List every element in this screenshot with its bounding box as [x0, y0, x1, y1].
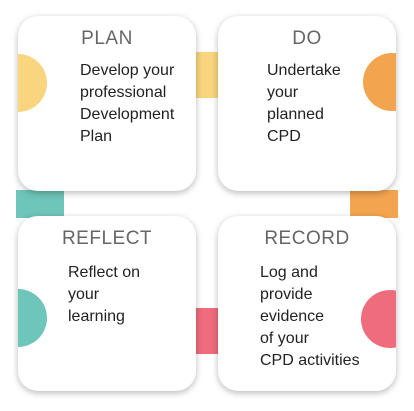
do-line: your [267, 84, 299, 101]
do-line: CPD [267, 128, 301, 145]
reflect-description: Reflect on your learning [68, 262, 178, 328]
record-line: Log and [260, 264, 318, 281]
reflect-card: REFLECT Reflect on your learning [18, 216, 196, 391]
plan-circle-tab [18, 54, 47, 112]
record-card: RECORD Log and provide evidence of your … [218, 216, 396, 391]
plan-description: Develop your professional Development Pl… [80, 60, 192, 148]
record-line: provide [260, 286, 313, 303]
plan-line: Development [80, 106, 175, 123]
plan-line: Plan [80, 128, 113, 145]
connector-do-record [350, 190, 398, 218]
plan-line: professional [80, 84, 167, 101]
connector-reflect-plan [16, 190, 64, 218]
do-card: DO Undertake your planned CPD [218, 16, 396, 191]
record-line: evidence [260, 308, 325, 325]
record-description: Log and provide evidence of your CPD act… [260, 262, 396, 372]
reflect-circle-tab [18, 289, 47, 347]
do-line: planned [267, 106, 324, 123]
reflect-title: REFLECT [61, 228, 153, 249]
reflect-line: your [68, 286, 100, 303]
do-line: Undertake [267, 62, 341, 79]
record-line: of your [260, 330, 309, 347]
record-title: RECORD [264, 228, 350, 249]
plan-card: PLAN Develop your professional Developme… [18, 16, 196, 191]
plan-line: Develop your [80, 62, 175, 79]
connector-plan-do [194, 52, 220, 98]
do-circle-tab [363, 53, 396, 111]
do-title: DO [292, 28, 322, 49]
reflect-line: learning [68, 308, 125, 325]
plan-title: PLAN [81, 28, 133, 49]
connector-record-reflect [194, 308, 220, 354]
record-line: CPD activities [260, 352, 360, 369]
reflect-line: Reflect on [68, 264, 141, 281]
do-description: Undertake your planned CPD [267, 60, 367, 148]
